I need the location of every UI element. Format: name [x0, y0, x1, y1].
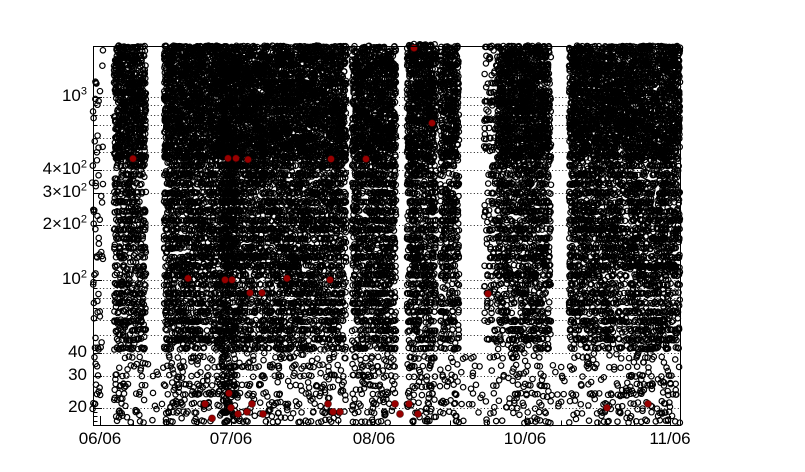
- y-tick-label: 102: [61, 268, 87, 288]
- y-tick-label: 103: [61, 85, 87, 105]
- x-tick-label: 07/06: [209, 429, 253, 448]
- x-tick-label: 06/06: [78, 429, 122, 448]
- y-tick-label: 3×102: [42, 180, 87, 201]
- x-tick-label: 08/06: [352, 429, 396, 448]
- x-tick-label: 10/06: [503, 429, 547, 448]
- x-tick-label: 11/06: [649, 429, 691, 448]
- y-tick-label: 4×102: [42, 158, 87, 178]
- y-tick-label: 40: [68, 341, 87, 361]
- y-tick-label: 20: [68, 396, 87, 416]
- y-tick-label: 30: [68, 364, 87, 384]
- y-tick-label: 2×102: [42, 213, 87, 233]
